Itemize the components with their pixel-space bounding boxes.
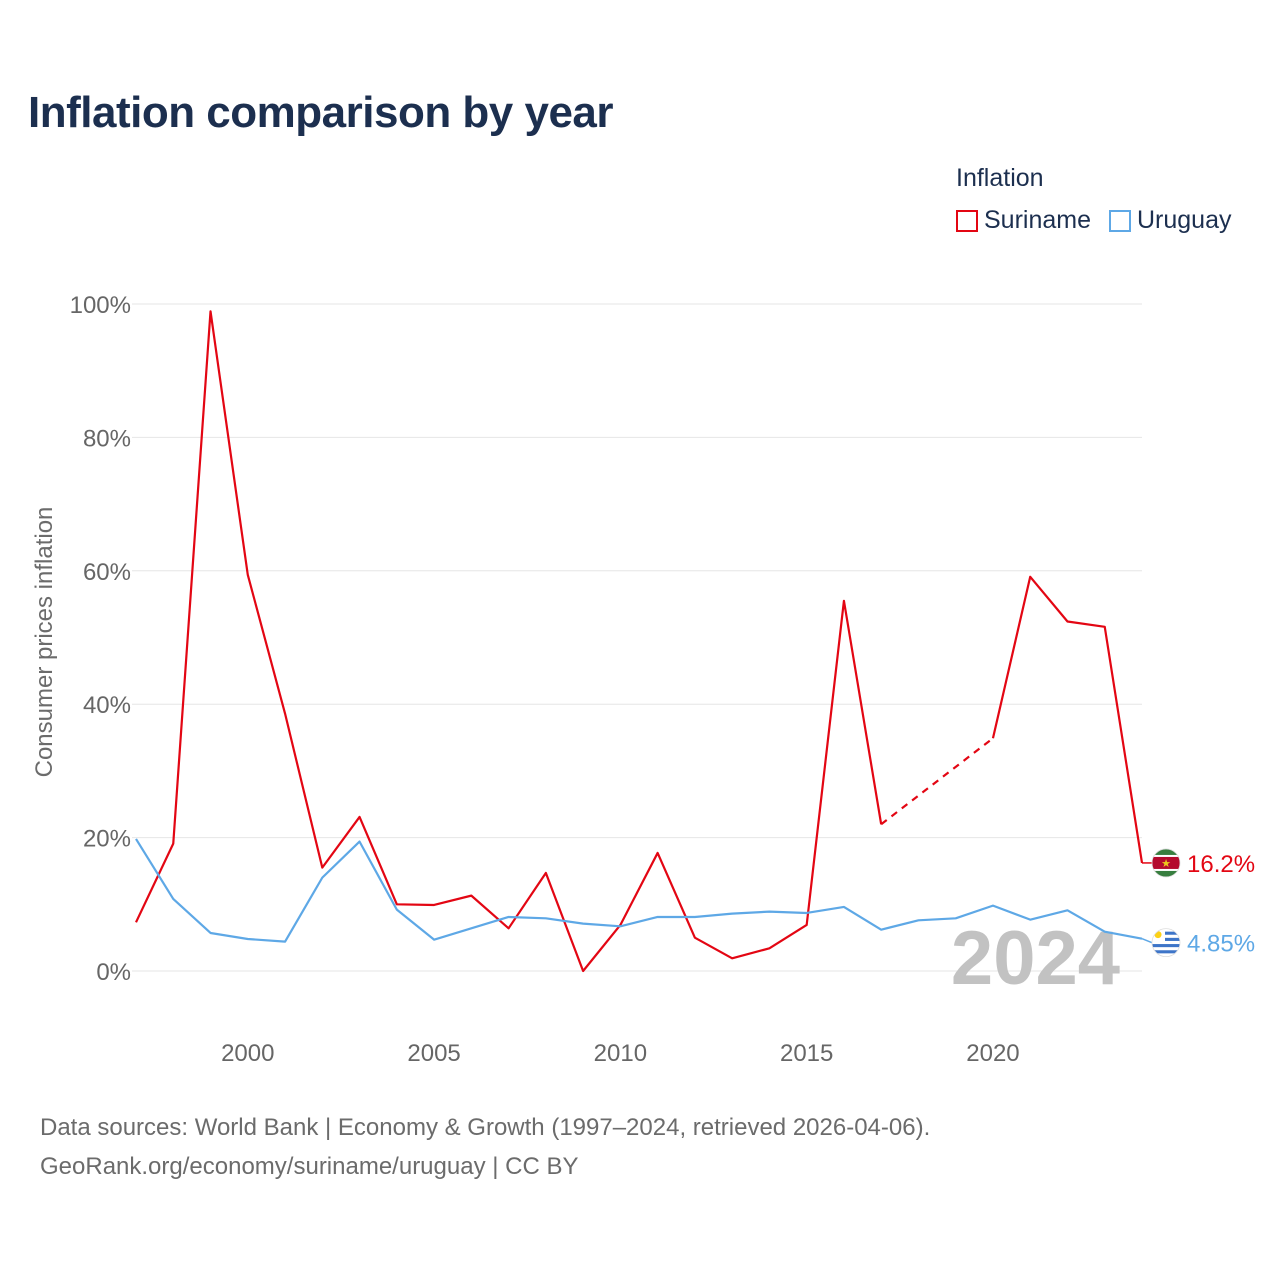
end-connector-uruguay [1141,937,1153,944]
legend: Suriname Uruguay [956,206,1232,235]
y-tick-label: 100% [70,292,131,319]
grid-lines [132,303,1142,972]
y-tick-label: 60% [83,559,131,586]
footer-sources: Data sources: World Bank | Economy & Gro… [40,1114,931,1141]
y-tick-label: 40% [83,692,131,719]
series-line-suriname [991,575,1144,864]
series-lines [135,310,1144,973]
legend-swatch-suriname [956,209,978,232]
suriname-flag-icon: ★ [1151,848,1181,878]
legend-title: Inflation [956,164,1044,192]
footer: Data sources: World Bank | Economy & Gro… [40,1108,930,1186]
y-tick-label: 80% [83,425,131,452]
y-tick-label: 0% [96,959,131,986]
legend-item-uruguay[interactable]: Uruguay [1109,206,1232,235]
end-label-suriname: 16.2% [1187,851,1255,878]
legend-item-suriname[interactable]: Suriname [956,206,1091,235]
legend-label-suriname: Suriname [984,206,1091,234]
legend-label-uruguay: Uruguay [1137,206,1232,234]
series-line-suriname [135,310,883,973]
y-axis-label: Consumer prices inflation [31,507,58,778]
x-tick-label: 2000 [221,1040,274,1067]
x-tick-label: 2010 [594,1040,647,1067]
end-labels: ★ 16.2% 4.85% [1141,848,1255,958]
y-axis-ticks: 0% 20% 40% 60% 80% 100% [70,292,131,986]
x-axis-ticks: 2000 2005 2010 2015 2020 [221,1040,1020,1067]
series-line-uruguay [135,838,1143,943]
svg-text:★: ★ [1161,858,1171,870]
line-chart: 0%20%40%60%80%100% 2000 2005 2010 2015 2020 … [31,292,1255,1067]
uruguay-flag-icon [1151,928,1181,958]
series-gap-suriname [880,737,994,826]
chart-title: Inflation comparison by year [28,88,614,137]
x-tick-label: 2005 [407,1040,460,1067]
year-watermark: 2024 [951,916,1120,1001]
y-tick-label: 20% [83,826,131,853]
x-tick-label: 2015 [780,1040,833,1067]
end-label-uruguay: 4.85% [1187,931,1255,958]
legend-swatch-uruguay [1109,209,1131,232]
footer-link[interactable]: GeoRank.org/economy/suriname/uruguay | C… [40,1153,579,1180]
x-tick-label: 2020 [966,1040,1019,1067]
